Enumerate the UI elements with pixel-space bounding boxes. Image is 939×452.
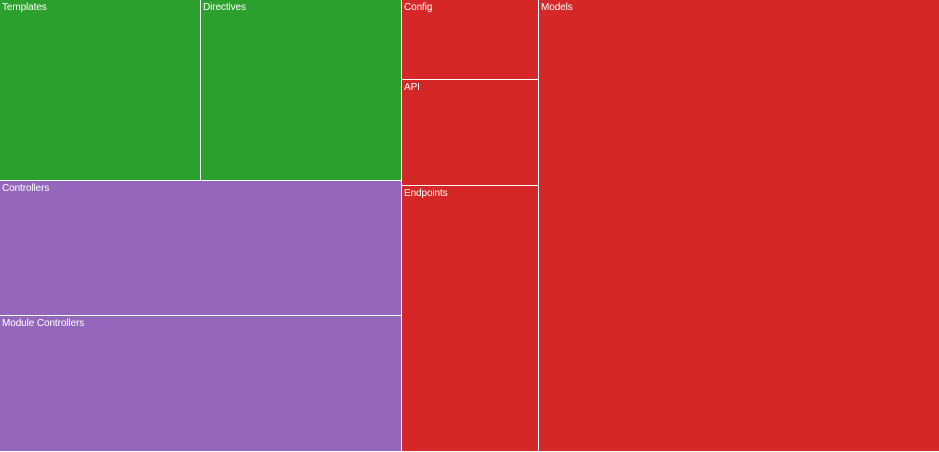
cell-label-config: Config [404, 2, 433, 13]
cell-label-api: API [404, 82, 420, 93]
treemap-cell-api[interactable]: API [402, 80, 539, 186]
treemap-cell-module-controllers[interactable]: Module Controllers [0, 316, 402, 452]
cell-label-controllers: Controllers [2, 183, 50, 194]
treemap-cell-config[interactable]: Config [402, 0, 539, 80]
treemap-cell-templates[interactable]: Templates [0, 0, 201, 181]
cell-label-directives: Directives [203, 2, 246, 13]
cell-label-module-controllers: Module Controllers [2, 318, 85, 329]
treemap-cell-endpoints[interactable]: Endpoints [402, 186, 539, 452]
cell-label-models: Models [541, 2, 573, 13]
treemap-cell-controllers[interactable]: Controllers [0, 181, 402, 316]
treemap-cell-directives[interactable]: Directives [201, 0, 402, 181]
treemap-cell-models[interactable]: Models [539, 0, 939, 452]
cell-label-templates: Templates [2, 2, 47, 13]
cell-label-endpoints: Endpoints [404, 188, 448, 199]
